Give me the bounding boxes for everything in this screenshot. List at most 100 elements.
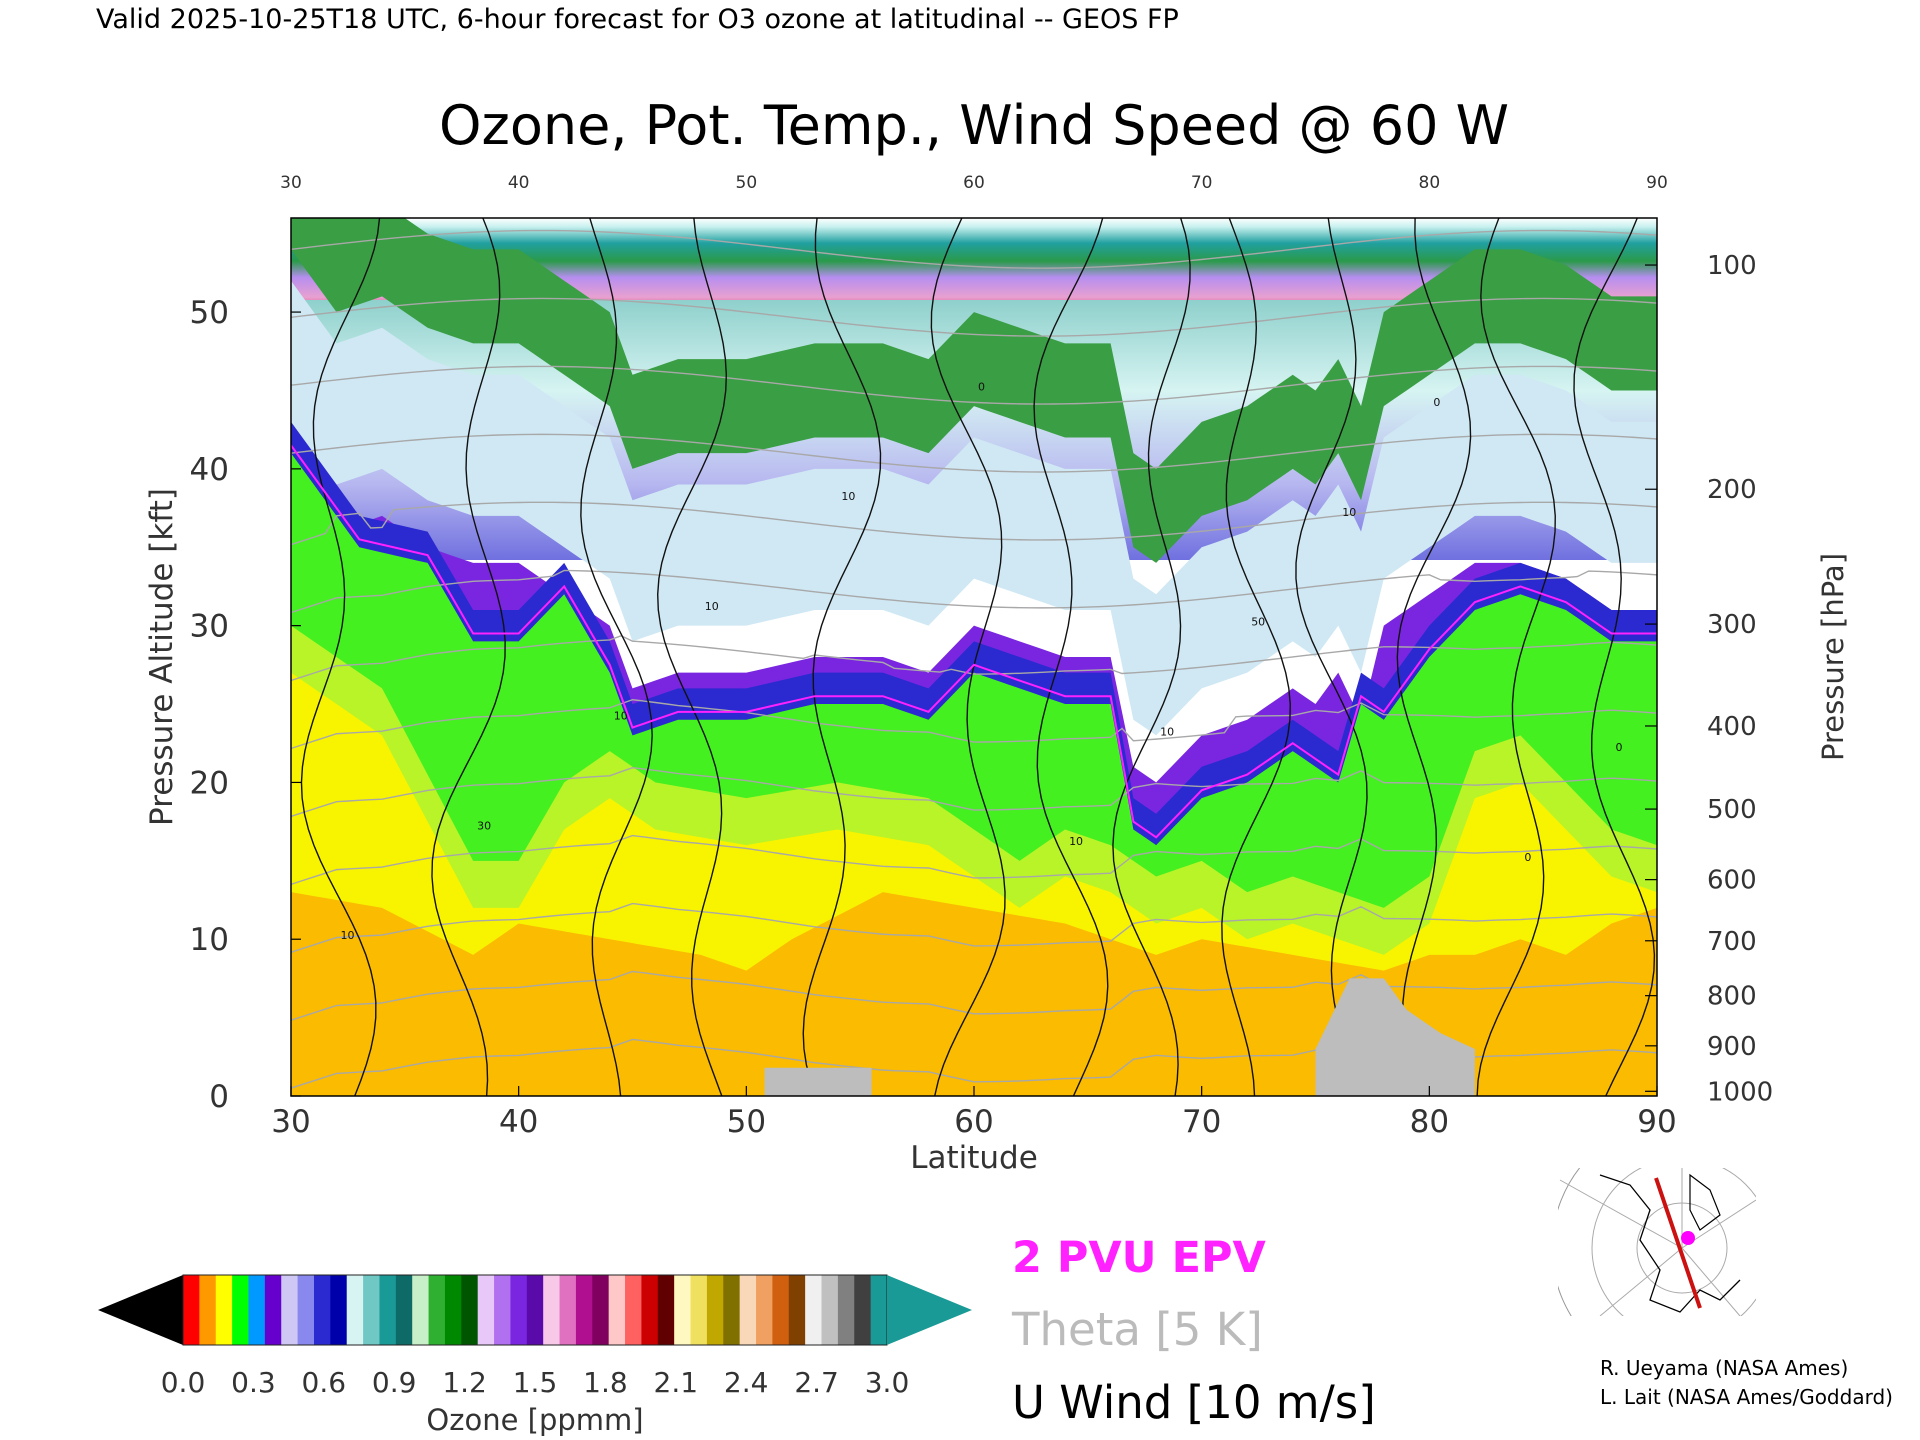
- stratosphere-light-band: [291, 280, 1657, 736]
- colorbar-tick-label: 2.1: [654, 1366, 699, 1399]
- stratosphere-green-band: [291, 218, 1657, 563]
- pressure-tick-label: 600: [1707, 866, 1757, 896]
- y2-axis-label: Pressure [hPa]: [1816, 553, 1850, 761]
- x-tick-label: 80: [1410, 1104, 1449, 1140]
- colorbar-segment: [788, 1275, 806, 1345]
- u-wind-contour-label: 0: [978, 380, 985, 393]
- colorbar-segment: [428, 1275, 446, 1345]
- credit-ueyama: R. Ueyama (NASA Ames): [1600, 1356, 1848, 1380]
- colorbar-segment: [690, 1275, 708, 1345]
- u-wind-contour-label: 10: [705, 600, 719, 613]
- x-tick-label: 50: [727, 1104, 766, 1140]
- plot-area: 10 30 10 10 10 0 10 10 50 10 0 0 0: [291, 218, 1657, 1096]
- colorbar-segment: [281, 1275, 299, 1345]
- theta-isentrope: [291, 365, 1657, 405]
- colorbar-segment: [477, 1275, 495, 1345]
- colorbar-segment: [805, 1275, 823, 1345]
- pressure-tick-label: 300: [1707, 610, 1757, 640]
- y-tick-label: 20: [190, 765, 229, 801]
- u-wind-contour: [1112, 218, 1191, 1096]
- colorbar-segment: [395, 1275, 413, 1345]
- colorbar-tick-label: 0.3: [231, 1366, 276, 1399]
- colorbar-segment: [870, 1275, 888, 1345]
- colorbar-tick-label: 2.4: [724, 1366, 769, 1399]
- colorbar-segment: [837, 1275, 855, 1345]
- y-axis-label: Pressure Altitude [kft]: [144, 488, 180, 826]
- u-wind-contour: [580, 218, 653, 1096]
- theta-isentrope: [291, 229, 1657, 269]
- colorbar-segment: [657, 1275, 675, 1345]
- x-tick-label: 70: [1182, 1104, 1221, 1140]
- colorbar-segment: [543, 1275, 561, 1345]
- colorbar: 0.0 0.3 0.6 0.9 1.2 1.5 1.8 2.1 2.4 2.7 3.0 Ozone …: [98, 1274, 972, 1437]
- u-wind-contour-label: 0: [1524, 851, 1531, 864]
- colorbar-segment: [232, 1275, 249, 1345]
- y-tick-label: 40: [190, 452, 229, 488]
- theta-isentrope: [291, 834, 1657, 886]
- colorbar-segment: [575, 1275, 593, 1345]
- y-tick-label: 30: [190, 609, 229, 645]
- colorbar-segment: [706, 1275, 724, 1345]
- u-wind-contour-label: 30: [477, 819, 491, 832]
- colorbar-segment: [444, 1275, 462, 1345]
- colorbar-segment: [313, 1275, 331, 1345]
- legend-epv: 2 PVU EPV: [1012, 1233, 1266, 1283]
- colorbar-segment: [608, 1275, 626, 1345]
- colorbar-segment: [248, 1275, 266, 1345]
- colorbar-tick-label: 3.0: [865, 1366, 910, 1399]
- cross-section-track: [1654, 1177, 1702, 1309]
- x-top-tick-label: 60: [963, 173, 985, 193]
- colorbar-segment: [526, 1275, 544, 1345]
- pressure-tick-label: 100: [1707, 251, 1757, 281]
- y-tick-label: 10: [190, 922, 229, 958]
- theta-isentrope: [291, 569, 1657, 614]
- colorbar-over-arrow: [887, 1275, 972, 1345]
- u-wind-contour: [802, 218, 882, 1096]
- colorbar-segment: [183, 1275, 200, 1345]
- colorbar-segment: [363, 1275, 380, 1345]
- y-tick-label: 50: [190, 295, 229, 331]
- colorbar-segment: [330, 1275, 348, 1345]
- colorbar-label: Ozone [ppmm]: [426, 1403, 643, 1437]
- colorbar-segment: [723, 1275, 741, 1345]
- colorbar-tick-label: 1.2: [442, 1366, 487, 1399]
- colorbar-segment: [346, 1275, 364, 1345]
- u-wind-contour: [1295, 218, 1368, 1096]
- epv-2pvu-contour: [291, 444, 1657, 839]
- colorbar-segment: [592, 1275, 610, 1345]
- y-axis-right: 100 200 300 400 500 600 700 800 900 1000: [1645, 251, 1773, 1107]
- colorbar-segment: [461, 1275, 479, 1345]
- colorbar-segment: [821, 1275, 839, 1345]
- u-wind-contour: [1476, 218, 1556, 1096]
- u-wind-contour-label: 10: [341, 929, 355, 942]
- colorbar-segment: [199, 1275, 217, 1345]
- colorbar-tick-label: 1.8: [583, 1366, 628, 1399]
- terrain-mask: [764, 978, 1475, 1096]
- y-tick-label: 0: [209, 1079, 229, 1115]
- colorbar-segment: [412, 1275, 430, 1345]
- colorbar-segment: [297, 1275, 315, 1345]
- colorbar-segment: [641, 1275, 659, 1345]
- u-wind-contour-label: 10: [614, 710, 628, 723]
- theta-isentrope: [291, 635, 1657, 682]
- u-wind-contour-label: 10: [1160, 725, 1174, 738]
- colorbar-tick-label: 0.6: [302, 1366, 347, 1399]
- theta-isentrope: [291, 297, 1657, 337]
- pressure-tick-label: 500: [1707, 795, 1757, 825]
- x-axis-top: 30 40 50 60 70 80 90: [280, 173, 1668, 193]
- u-wind-contour: [1033, 218, 1109, 1096]
- x-top-tick-label: 70: [1191, 173, 1213, 193]
- theta-isentrope: [291, 902, 1657, 953]
- theta-isentrope: [291, 970, 1657, 1021]
- u-wind-contour-label: 50: [1251, 616, 1265, 629]
- u-wind-contour-label: 10: [841, 490, 855, 503]
- x-top-tick-label: 90: [1646, 173, 1668, 193]
- x-top-tick-label: 50: [736, 173, 758, 193]
- pressure-tick-label: 900: [1707, 1032, 1757, 1062]
- colorbar-segment: [772, 1275, 790, 1345]
- colorbar-tick-label: 0.9: [372, 1366, 417, 1399]
- x-tick-label: 30: [271, 1104, 310, 1140]
- colorbar-segment: [215, 1275, 233, 1345]
- locator-map: [1558, 1168, 1756, 1316]
- u-wind-contour-label: 0: [1615, 741, 1622, 754]
